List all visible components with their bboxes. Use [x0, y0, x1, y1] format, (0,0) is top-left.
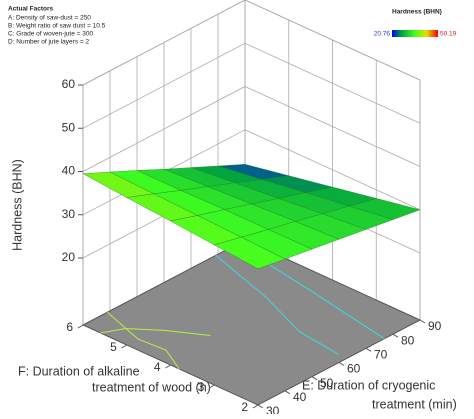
annotation: Actual Factors: [8, 6, 54, 13]
z-tick-label: 60: [62, 77, 76, 91]
y-tick-label: 60: [347, 362, 361, 376]
colorbar-max: 50.19: [440, 31, 457, 38]
annotation: B: Weight ratio of saw dust = 10.5: [8, 23, 106, 30]
z-tick-label: 50: [62, 120, 76, 134]
y-tick-label: 40: [293, 390, 307, 404]
x-tick-label: 4: [154, 360, 161, 374]
y-tick-label: 80: [401, 333, 415, 347]
z-tick-label: 20: [62, 250, 76, 264]
z-axis-label: Hardness (BHN): [10, 159, 24, 251]
colorbar: [392, 30, 438, 37]
colorbar-title: Hardness (BHN): [392, 9, 442, 16]
x-tick-label: 3: [198, 380, 205, 394]
y-tick-label: 50: [320, 376, 334, 390]
z-tick-label: 40: [62, 164, 76, 178]
plot-box: 20 30 40 50 60 2 3 4 5 6 30 40 50 60 70 80 90: [62, 0, 442, 418]
annotation: D: Number of jute layers = 2: [8, 39, 89, 46]
x-axis-label: F: Duration of alkaline: [18, 364, 140, 378]
tick-mark: [392, 333, 399, 338]
annotation: C: Grade of woven-jute = 300: [8, 31, 93, 38]
tick-mark: [284, 390, 291, 395]
y-axis-label: treatment (min): [372, 397, 457, 411]
tick-mark: [208, 384, 215, 389]
contour-line: [100, 327, 211, 336]
tick-mark: [419, 319, 426, 324]
tick-mark: [121, 344, 128, 349]
z-tick-label: 30: [62, 207, 76, 221]
contour-line: [106, 311, 180, 370]
y-axis-label: E: Duration of cryogenic: [302, 378, 435, 392]
y-tick-label: 70: [374, 348, 388, 362]
tick-mark: [365, 347, 372, 352]
tick-mark: [338, 362, 345, 366]
x-tick-label: 6: [66, 320, 73, 334]
tick-mark: [77, 324, 84, 329]
x-tick-label: 2: [241, 400, 248, 414]
colorbar-min: 20.76: [374, 31, 391, 38]
tick-mark: [311, 376, 318, 381]
surface-cell: [213, 236, 286, 270]
contour-line: [215, 254, 339, 355]
y-tick-label: 90: [428, 319, 442, 333]
y-tick-label: 30: [266, 404, 280, 414]
x-axis-label: treatment of wood (h): [92, 380, 211, 394]
annotation: A: Density of saw-dust = 250: [8, 15, 91, 22]
tick-mark: [165, 364, 171, 369]
tick-mark: [257, 404, 264, 409]
x-tick-label: 5: [110, 340, 117, 354]
tick-mark: [252, 404, 259, 409]
